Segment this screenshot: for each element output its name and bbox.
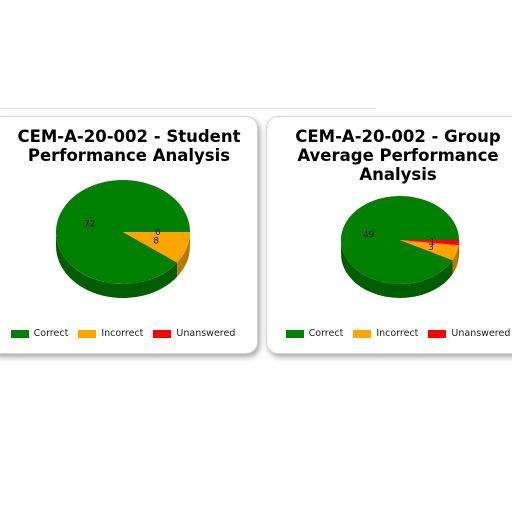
pie-slice-incorrect — [400, 240, 459, 261]
legend-item-unanswered[interactable]: Unanswered — [428, 328, 510, 339]
pie-side-incorrect — [177, 232, 190, 277]
pie-value-label-correct: 72 — [84, 220, 95, 230]
legend-label: Correct — [308, 328, 344, 339]
pie-slice-incorrect — [123, 232, 190, 263]
pie-value-label-unanswered: 0 — [155, 228, 161, 238]
title-line: Performance Analysis — [27, 146, 231, 165]
legend-swatch-incorrect — [353, 329, 372, 338]
student-performance-panel: CEM-A-20-002 - Student Performance Analy… — [0, 116, 258, 354]
legend-item-incorrect[interactable]: Incorrect — [353, 328, 418, 339]
title-line: Average Performance — [297, 146, 499, 165]
legend-item-unanswered[interactable]: Unanswered — [153, 328, 235, 339]
pie-side-correct — [341, 240, 453, 298]
legend-item-correct[interactable]: Correct — [285, 328, 344, 339]
chart-title: CEM-A-20-002 - Group Average Performance… — [267, 127, 512, 184]
legend-label: Incorrect — [376, 328, 419, 339]
legend-item-incorrect[interactable]: Incorrect — [78, 328, 143, 339]
title-line: CEM-A-20-002 - Student — [17, 127, 241, 146]
group-average-panel: CEM-A-20-002 - Group Average Performance… — [266, 116, 512, 354]
legend-swatch-correct — [285, 329, 304, 338]
top-divider — [0, 108, 376, 109]
legend-label: Incorrect — [101, 328, 144, 339]
legend-swatch-unanswered — [153, 329, 172, 338]
title-line: CEM-A-20-002 - Group — [295, 127, 501, 146]
pie-side-correct — [56, 232, 178, 298]
legend-swatch-unanswered — [428, 329, 447, 338]
title-line: Analysis — [359, 165, 437, 184]
group-pie-chart: 49 31 — [341, 196, 459, 298]
chart-legend: Correct Incorrect Unanswered — [267, 328, 512, 339]
legend-label: Correct — [33, 328, 69, 339]
chart-title: CEM-A-20-002 - Student Performance Analy… — [0, 127, 257, 165]
pie-side-incorrect — [452, 245, 459, 275]
pie-value-label-incorrect: 8 — [153, 236, 159, 246]
pie-value-label-unanswered: 1 — [430, 237, 436, 247]
legend-swatch-incorrect — [78, 329, 97, 338]
pie-value-label-correct: 49 — [363, 230, 375, 240]
pie-slice-unanswered — [400, 240, 459, 246]
chart-legend: Correct Incorrect Unanswered — [0, 328, 257, 339]
pie-value-label-incorrect: 3 — [428, 243, 434, 253]
student-pie-chart: 72 80 — [56, 180, 190, 298]
legend-swatch-correct — [10, 329, 29, 338]
legend-label: Unanswered — [176, 328, 236, 339]
legend-label: Unanswered — [451, 328, 511, 339]
legend-item-correct[interactable]: Correct — [10, 328, 69, 339]
